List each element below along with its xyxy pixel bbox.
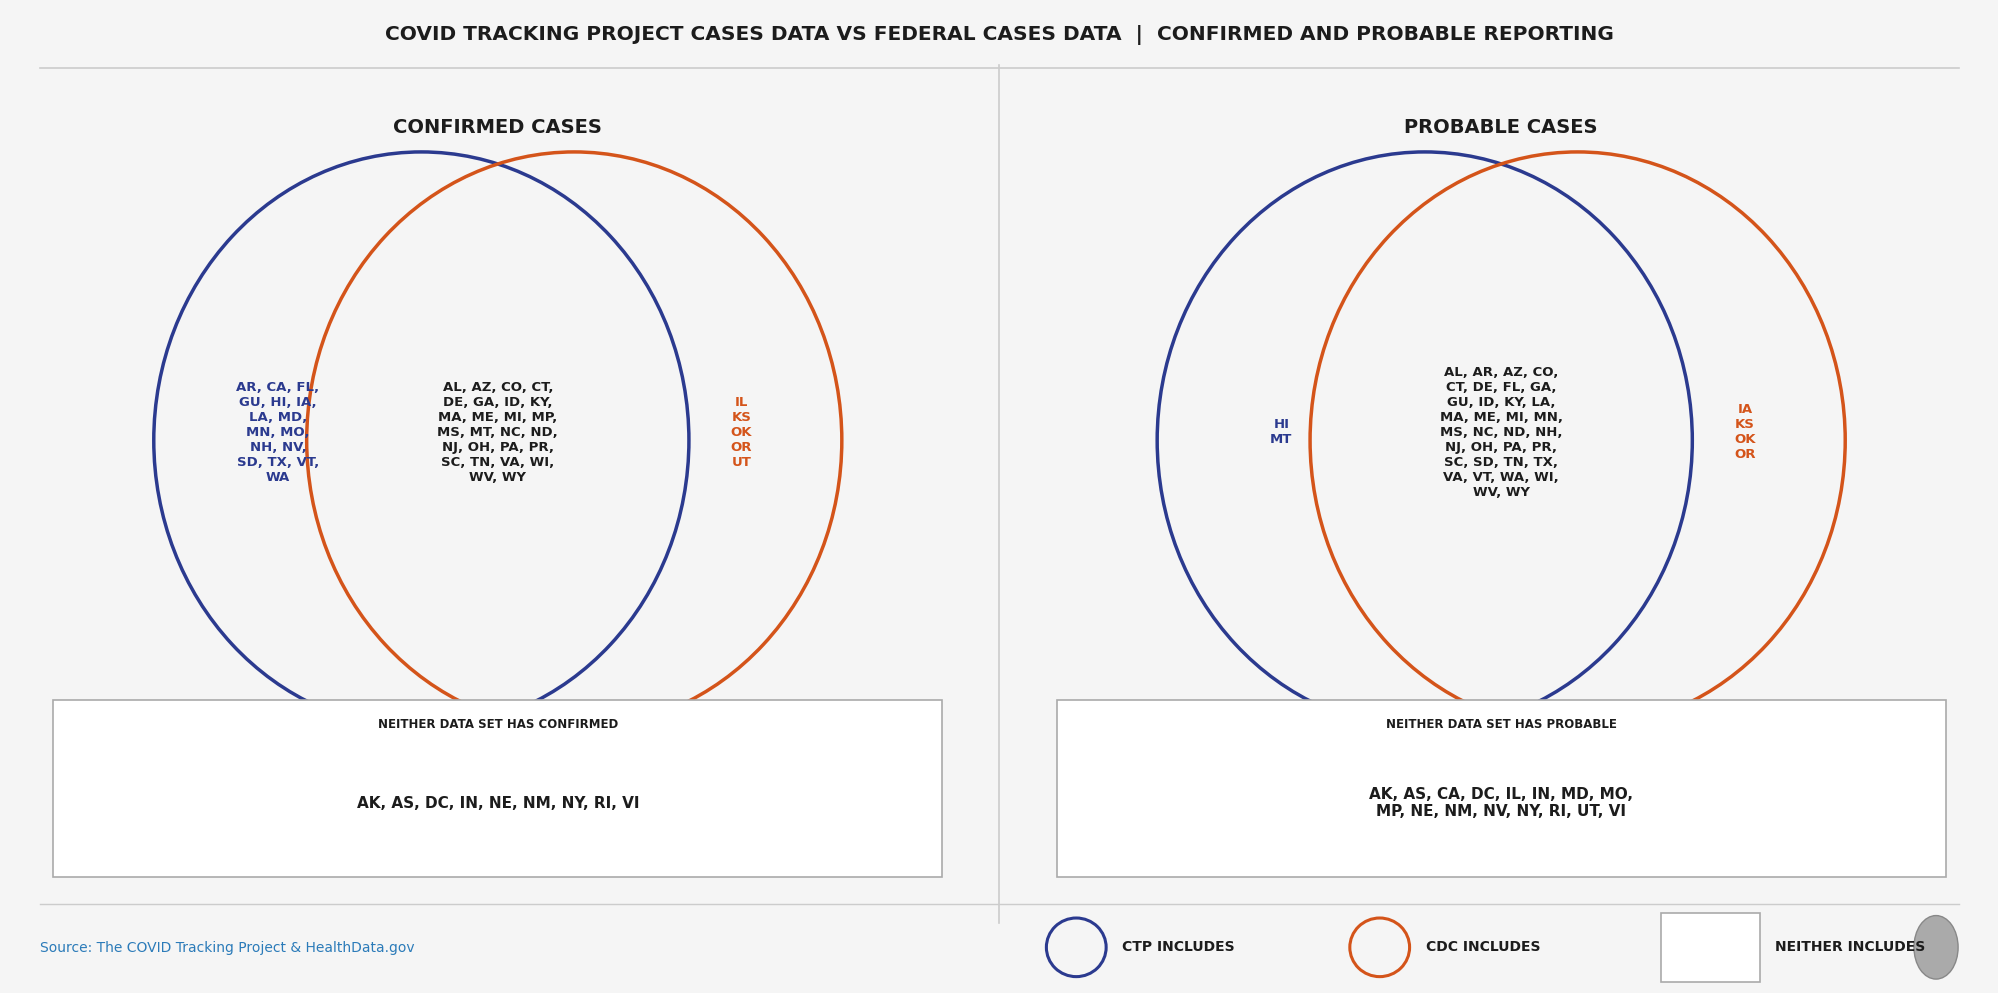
Text: COVID TRACKING PROJECT CASES DATA VS FEDERAL CASES DATA  |  CONFIRMED AND PROBAB: COVID TRACKING PROJECT CASES DATA VS FED… [386,25,1612,45]
Text: NEITHER DATA SET HAS CONFIRMED: NEITHER DATA SET HAS CONFIRMED [378,718,617,731]
Text: AR, CA, FL,
GU, HI, IA,
LA, MD,
MN, MO,
NH, NV,
SD, TX, VT,
WA: AR, CA, FL, GU, HI, IA, LA, MD, MN, MO, … [236,380,320,484]
Text: AK, AS, DC, IN, NE, NM, NY, RI, VI: AK, AS, DC, IN, NE, NM, NY, RI, VI [356,795,639,810]
Text: AK, AS, CA, DC, IL, IN, MD, MO,
MP, NE, NM, NV, NY, RI, UT, VI: AK, AS, CA, DC, IL, IN, MD, MO, MP, NE, … [1369,786,1632,819]
Text: IL
KS
OK
OR
UT: IL KS OK OR UT [731,395,751,469]
Text: CDC INCLUDES: CDC INCLUDES [1425,940,1538,954]
Text: AL, AZ, CO, CT,
DE, GA, ID, KY,
MA, ME, MI, MP,
MS, MT, NC, ND,
NJ, OH, PA, PR,
: AL, AZ, CO, CT, DE, GA, ID, KY, MA, ME, … [438,380,557,484]
FancyBboxPatch shape [1057,700,1944,877]
Text: PROBABLE CASES: PROBABLE CASES [1405,118,1596,137]
FancyBboxPatch shape [1660,914,1760,981]
Text: HI
MT: HI MT [1269,418,1293,446]
Ellipse shape [1912,916,1958,979]
Text: IA
KS
OK
OR: IA KS OK OR [1734,403,1754,461]
Text: NEITHER INCLUDES: NEITHER INCLUDES [1774,940,1924,954]
Text: CONFIRMED CASES: CONFIRMED CASES [394,118,601,137]
Text: CTP INCLUDES: CTP INCLUDES [1121,940,1235,954]
FancyBboxPatch shape [54,700,941,877]
Text: NEITHER DATA SET HAS PROBABLE: NEITHER DATA SET HAS PROBABLE [1385,718,1616,731]
Text: Source: The COVID Tracking Project & HealthData.gov: Source: The COVID Tracking Project & Hea… [40,941,414,955]
Text: AL, AR, AZ, CO,
CT, DE, FL, GA,
GU, ID, KY, LA,
MA, ME, MI, MN,
MS, NC, ND, NH,
: AL, AR, AZ, CO, CT, DE, FL, GA, GU, ID, … [1439,365,1562,498]
